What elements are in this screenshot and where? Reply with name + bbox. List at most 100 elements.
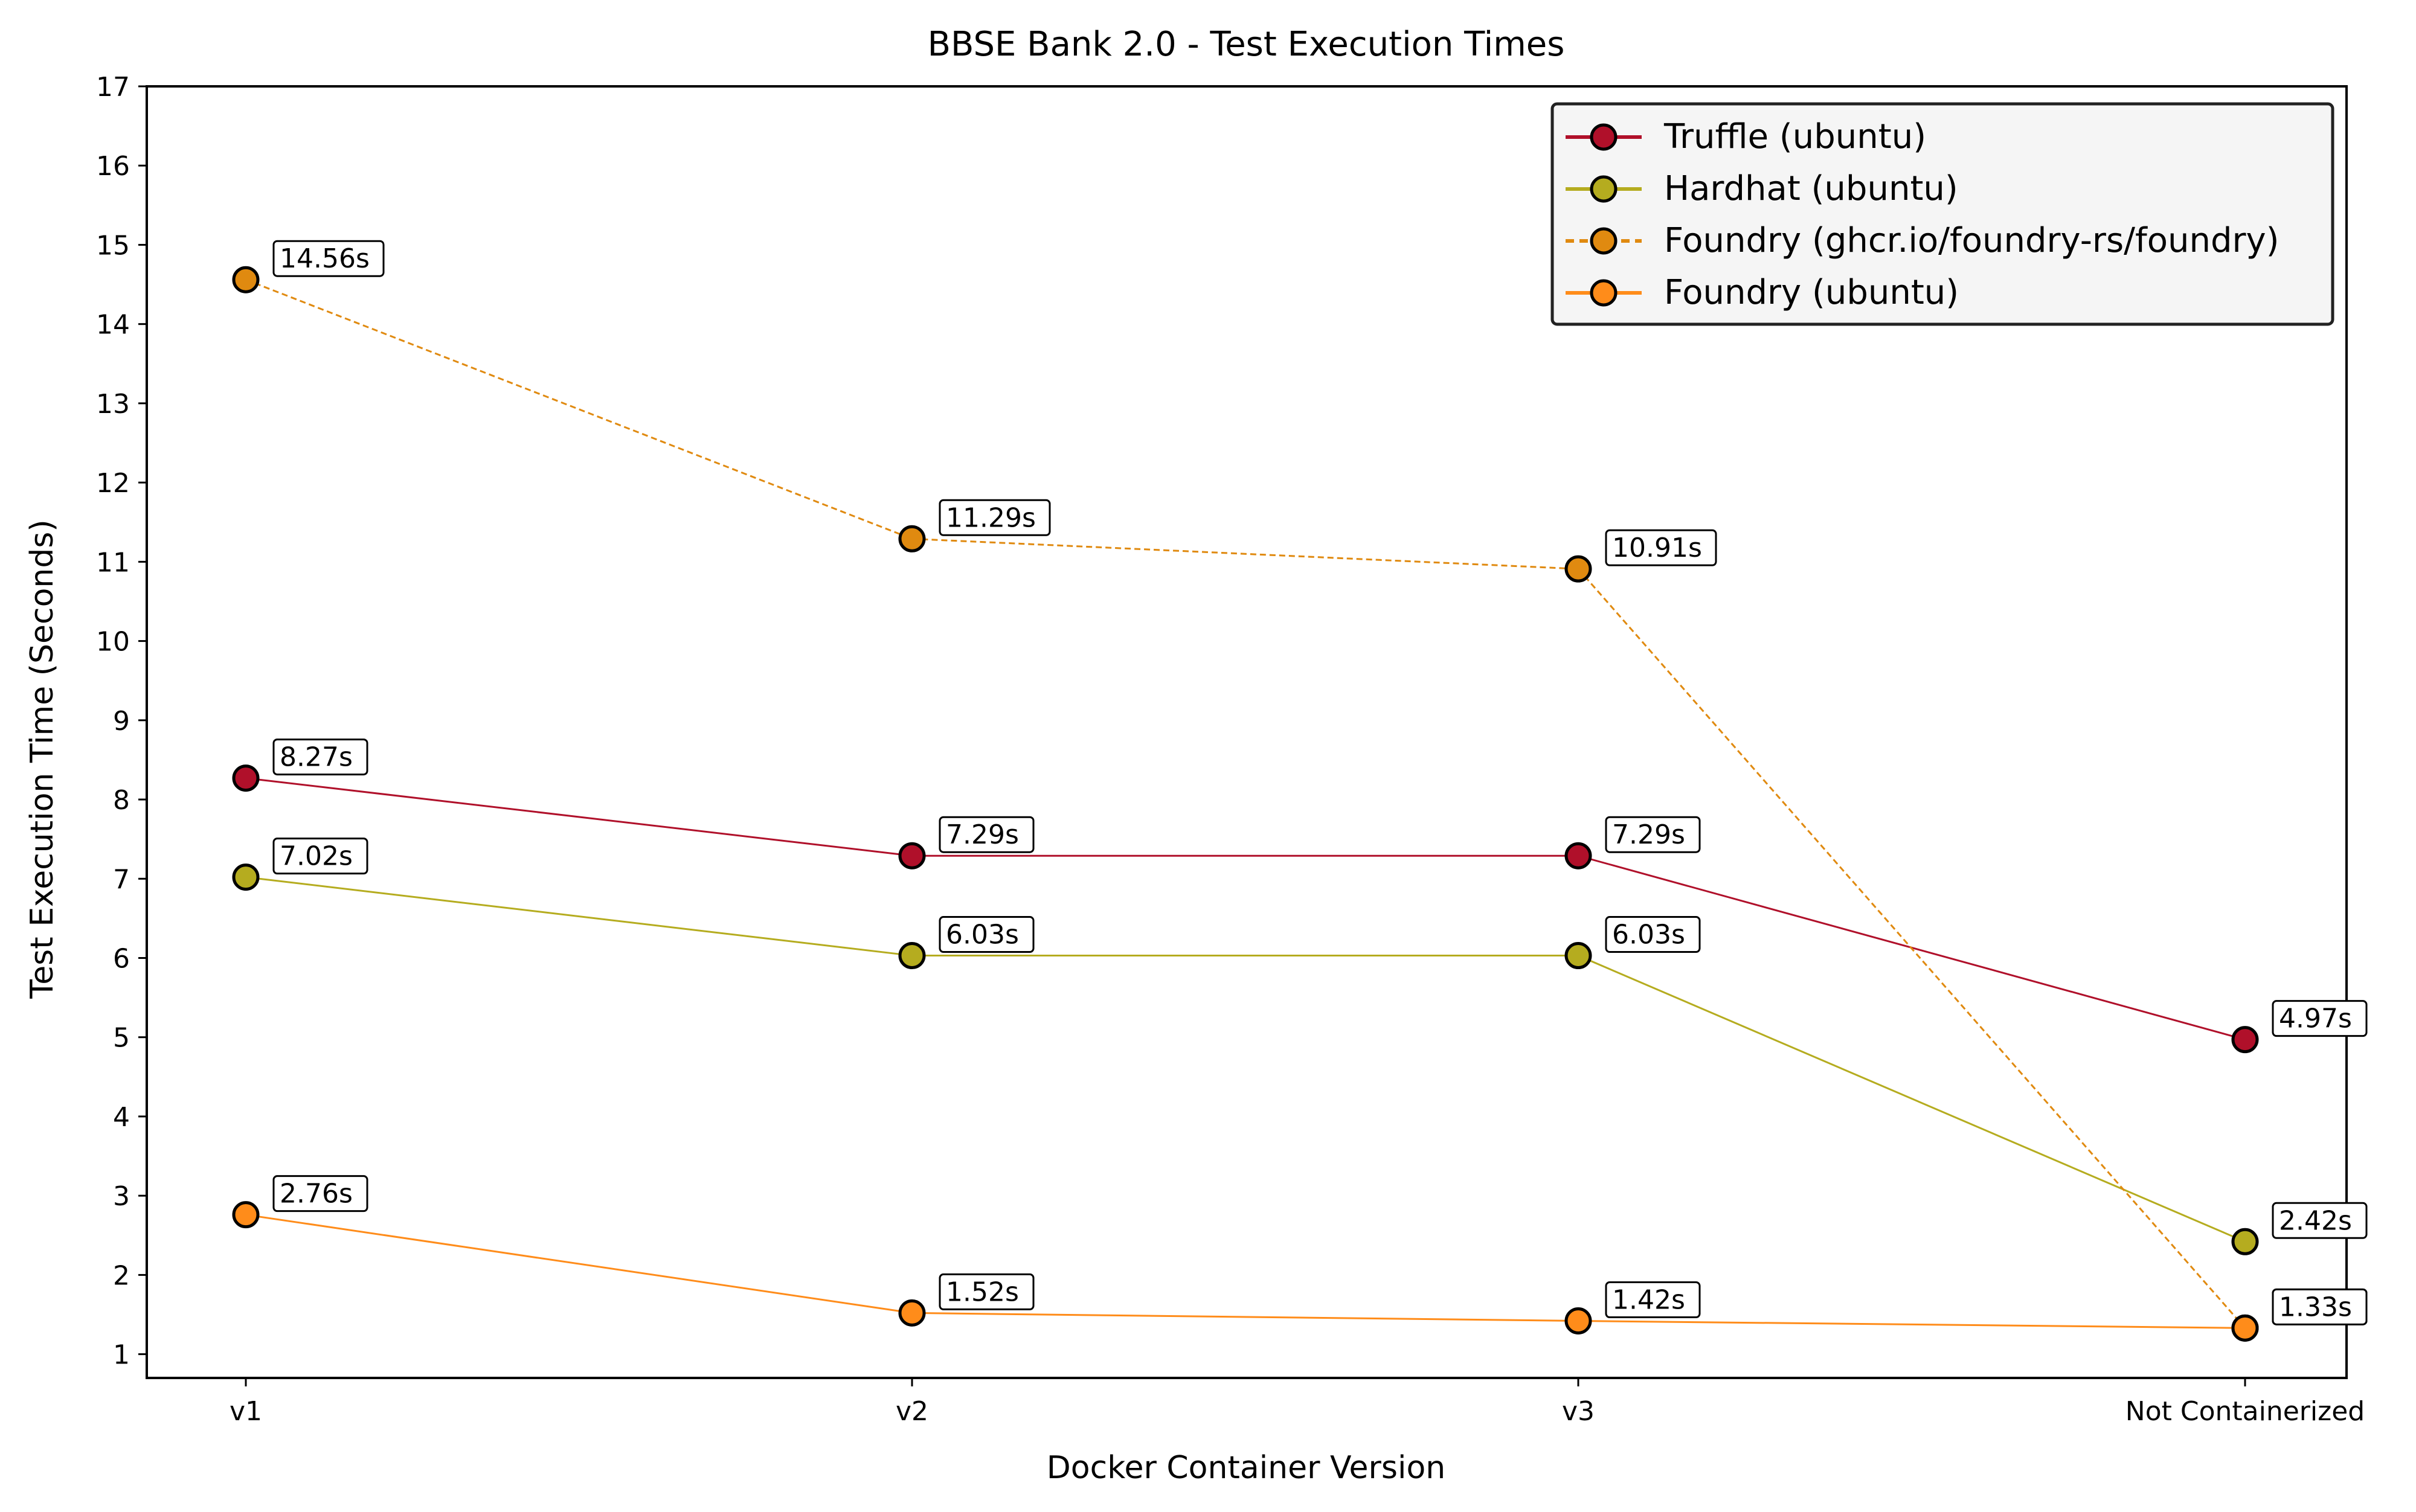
y-tick-label: 13 [96,389,130,420]
legend-marker [1590,279,1618,307]
data-label-text: 2.42s [2279,1205,2352,1236]
data-label-text: 10.91s [1612,533,1702,563]
y-tick-label: 12 [96,468,130,499]
data-label-text: 7.02s [280,841,353,872]
data-label-text: 11.29s [946,502,1036,533]
y-tick-label: 5 [113,1023,130,1054]
y-tick-label: 14 [96,310,130,341]
data-label: 1.52s [939,1273,1035,1310]
data-label-box [272,1175,368,1212]
series-line [245,876,2246,1243]
data-label-text: 7.29s [946,819,1019,850]
data-label: 7.02s [272,838,368,875]
data-point [1564,1307,1592,1335]
y-tick-label: 9 [113,706,130,737]
y-tick-label: 1 [113,1340,130,1371]
data-label-box [1605,529,1717,566]
data-label-box [2272,1202,2368,1239]
y-tick-label: 3 [113,1181,130,1212]
legend-label: Foundry (ghcr.io/foundry-rs/foundry) [1664,221,2279,260]
legend: Truffle (ubuntu) Hardhat (ubuntu) Foundry … [1550,102,2334,326]
data-point [232,764,260,792]
data-label-box [939,499,1051,536]
legend-item: Hardhat (ubuntu) [1566,169,1958,208]
data-label-text: 1.33s [2279,1292,2352,1322]
y-tick-label: 7 [113,864,130,895]
x-tick-label: Not Containerized [2125,1396,2365,1427]
data-label-text: 1.42s [1612,1285,1685,1316]
plot-frame [146,85,2348,1379]
y-tick-label: 8 [113,785,130,816]
data-label-text: 4.97s [2279,1004,2352,1034]
chart-title: BBSE Bank 2.0 - Test Execution Times [928,25,1565,64]
data-point [898,1299,926,1327]
data-point [898,942,926,970]
legend-marker [1590,175,1618,203]
data-point [1564,842,1592,870]
y-tick-label: 6 [113,943,130,974]
y-tick-label: 15 [96,230,130,261]
data-label: 1.42s [1605,1281,1701,1319]
data-label-box [939,816,1035,853]
legend-marker [1590,123,1618,151]
x-axis-label: Docker Container Version [1047,1450,1445,1486]
y-tick-label: 4 [113,1102,130,1133]
data-label-text: 1.52s [946,1277,1019,1307]
x-tick-label: v2 [896,1396,928,1427]
data-label: 7.29s [1605,816,1701,853]
data-point [232,863,260,891]
data-label-box [939,1273,1035,1310]
data-point [898,525,926,553]
data-label: 8.27s [272,738,368,776]
series-line [245,777,2246,1041]
y-tick-label: 11 [96,547,130,578]
x-tick-label: v3 [1562,1396,1595,1427]
data-label: 7.29s [939,816,1035,853]
data-point [1564,555,1592,583]
data-label-text: 8.27s [280,742,353,773]
data-label-box [2272,1288,2368,1325]
data-label: 10.91s [1605,529,1717,566]
data-point [2231,1314,2259,1342]
y-tick-label: 16 [96,151,130,182]
series-line [245,278,2246,1329]
y-tick-label: 2 [113,1260,130,1291]
data-point [2231,1026,2259,1054]
y-tick-label: 10 [96,627,130,658]
data-label-box [1605,916,1701,953]
y-axis-label: Test Execution Time (Seconds) [24,519,60,999]
data-label-text: 6.03s [946,920,1019,950]
data-label: 14.56s [272,240,385,277]
data-label: 11.29s [939,499,1051,536]
legend-label: Foundry (ubuntu) [1664,273,1959,312]
series-line [245,1214,2246,1329]
data-point [232,266,260,293]
data-label-text: 14.56s [280,243,370,274]
data-point [232,1201,260,1229]
data-label-box [1605,816,1701,853]
data-label-box [2272,1000,2368,1037]
legend-item: Truffle (ubuntu) [1566,117,1926,156]
legend-item: Foundry (ubuntu) [1566,273,1959,312]
legend-label: Truffle (ubuntu) [1663,117,1926,156]
data-label: 6.03s [939,916,1035,953]
data-label-box [272,738,368,776]
data-label-box [272,838,368,875]
data-label: 1.33s [2272,1288,2368,1325]
data-label-box [1605,1281,1701,1319]
x-tick-label: v1 [230,1396,262,1427]
legend-box [1550,102,2334,326]
y-tick-label: 17 [96,72,130,103]
data-point [1564,942,1592,970]
data-label: 6.03s [1605,916,1701,953]
data-label: 4.97s [2272,1000,2368,1037]
data-label-text: 6.03s [1612,920,1685,950]
legend-item: Foundry (ghcr.io/foundry-rs/foundry) [1566,221,2279,260]
data-label: 2.76s [272,1175,368,1212]
legend-label: Hardhat (ubuntu) [1664,169,1958,208]
data-label-box [272,240,385,277]
data-label: 2.42s [2272,1202,2368,1239]
